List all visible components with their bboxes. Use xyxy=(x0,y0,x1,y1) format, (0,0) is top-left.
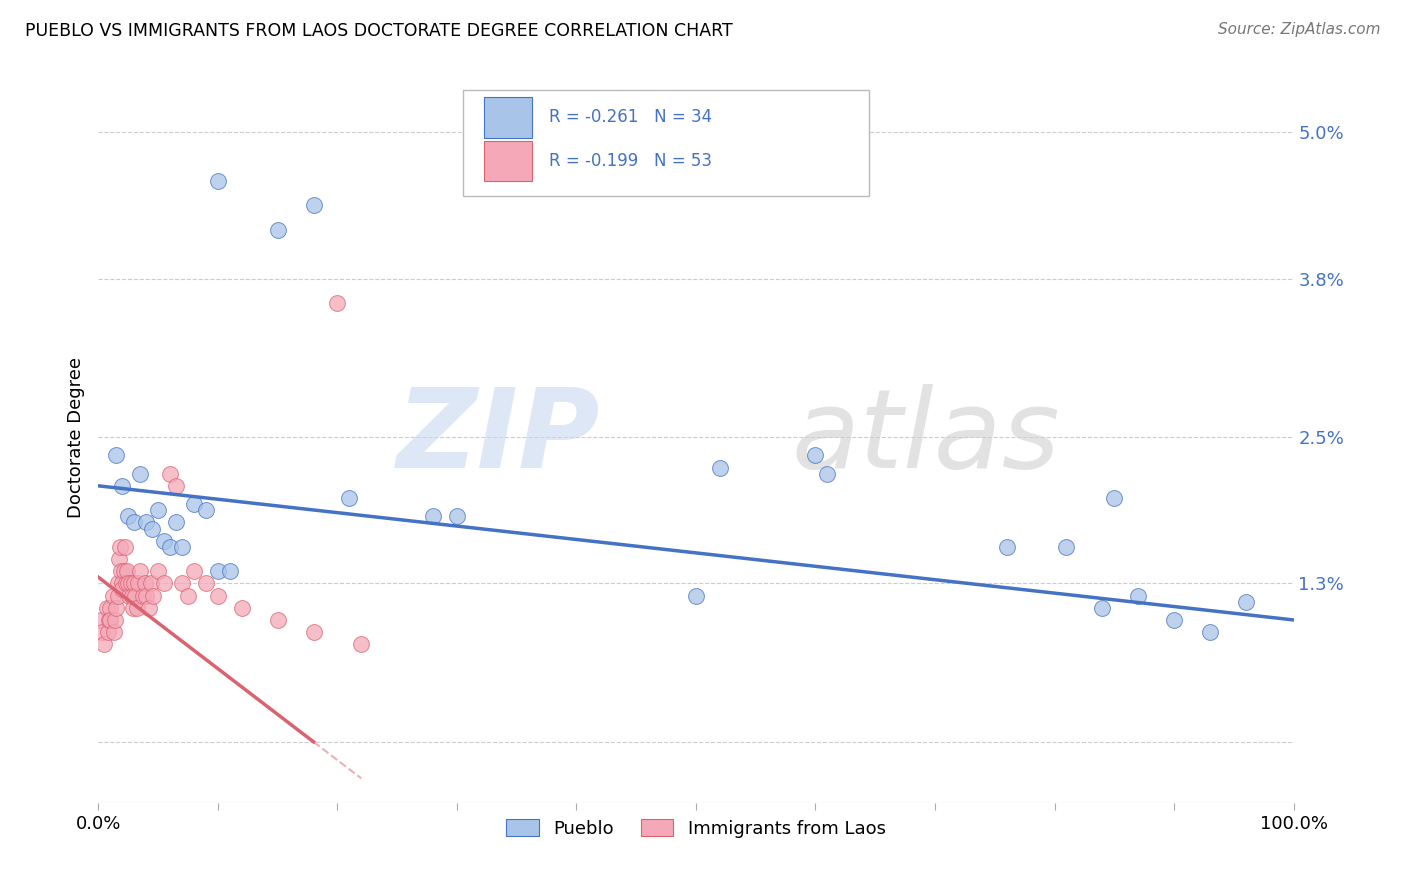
Point xyxy=(195,503,218,517)
Point xyxy=(142,589,165,603)
Point xyxy=(267,223,290,237)
Point xyxy=(122,600,145,615)
Point xyxy=(135,589,157,603)
Text: ZIP: ZIP xyxy=(396,384,600,491)
Text: atlas: atlas xyxy=(792,384,1060,491)
Point xyxy=(219,564,242,578)
Point xyxy=(159,540,181,554)
Point xyxy=(195,576,218,591)
Point xyxy=(107,576,129,591)
Point xyxy=(302,198,325,212)
Point xyxy=(111,576,134,591)
Point xyxy=(1104,491,1126,505)
Point xyxy=(127,576,149,591)
Point xyxy=(98,600,122,615)
Point xyxy=(148,564,170,578)
Point xyxy=(138,600,160,615)
Point xyxy=(108,540,131,554)
Point xyxy=(153,576,176,591)
Point xyxy=(165,479,187,493)
Point xyxy=(103,625,125,640)
Point xyxy=(141,521,163,535)
Point xyxy=(101,589,124,603)
Point xyxy=(153,533,176,548)
Point xyxy=(267,613,290,627)
Point xyxy=(120,576,142,591)
Point xyxy=(207,564,229,578)
Point xyxy=(90,613,112,627)
Point xyxy=(339,491,361,505)
Text: PUEBLO VS IMMIGRANTS FROM LAOS DOCTORATE DEGREE CORRELATION CHART: PUEBLO VS IMMIGRANTS FROM LAOS DOCTORATE… xyxy=(25,22,733,40)
Point xyxy=(98,613,121,627)
Point xyxy=(183,497,205,511)
FancyBboxPatch shape xyxy=(485,97,533,137)
Point xyxy=(98,613,122,627)
Point xyxy=(148,503,170,517)
Point xyxy=(231,600,253,615)
Text: R = -0.261   N = 34: R = -0.261 N = 34 xyxy=(548,109,711,127)
Point xyxy=(107,589,129,603)
Point xyxy=(111,479,134,493)
Point xyxy=(183,564,205,578)
Legend: Pueblo, Immigrants from Laos: Pueblo, Immigrants from Laos xyxy=(499,813,893,845)
Point xyxy=(115,564,138,578)
Point xyxy=(124,576,146,591)
Point xyxy=(117,576,139,591)
Text: R = -0.199   N = 53: R = -0.199 N = 53 xyxy=(548,153,711,170)
Point xyxy=(1091,600,1114,615)
Point xyxy=(114,540,136,554)
Point xyxy=(131,589,153,603)
Point xyxy=(97,625,120,640)
Point xyxy=(111,582,134,597)
Point xyxy=(129,564,152,578)
Point xyxy=(1128,589,1150,603)
Point xyxy=(207,589,229,603)
Point xyxy=(96,600,118,615)
Point xyxy=(112,564,135,578)
Point xyxy=(815,467,838,481)
Point xyxy=(105,600,128,615)
Point xyxy=(685,589,707,603)
Point xyxy=(995,540,1018,554)
Point xyxy=(117,509,139,524)
Point xyxy=(165,516,187,530)
Point xyxy=(124,589,146,603)
Point xyxy=(159,467,181,481)
Point xyxy=(121,589,143,603)
Point xyxy=(115,576,138,591)
Point xyxy=(118,589,141,603)
Point xyxy=(302,625,325,640)
Text: Source: ZipAtlas.com: Source: ZipAtlas.com xyxy=(1218,22,1381,37)
FancyBboxPatch shape xyxy=(463,90,869,195)
Point xyxy=(110,564,132,578)
Point xyxy=(422,509,444,524)
Point xyxy=(139,576,162,591)
Point xyxy=(172,540,194,554)
Point xyxy=(804,448,827,462)
Y-axis label: Doctorate Degree: Doctorate Degree xyxy=(66,357,84,517)
Point xyxy=(177,589,200,603)
Point xyxy=(1199,625,1222,640)
Point xyxy=(129,467,152,481)
Point xyxy=(104,613,127,627)
Point xyxy=(125,600,148,615)
Point xyxy=(124,516,146,530)
Point xyxy=(135,516,157,530)
Point xyxy=(350,637,373,651)
Point xyxy=(1163,613,1185,627)
Point xyxy=(207,174,229,188)
FancyBboxPatch shape xyxy=(485,141,533,181)
Point xyxy=(1056,540,1078,554)
Point xyxy=(326,296,349,310)
Point xyxy=(93,637,115,651)
Point xyxy=(172,576,194,591)
Point xyxy=(105,448,128,462)
Point xyxy=(1234,594,1257,608)
Point xyxy=(709,460,731,475)
Point xyxy=(107,552,129,566)
Point xyxy=(134,576,156,591)
Point xyxy=(91,625,114,640)
Point xyxy=(446,509,468,524)
